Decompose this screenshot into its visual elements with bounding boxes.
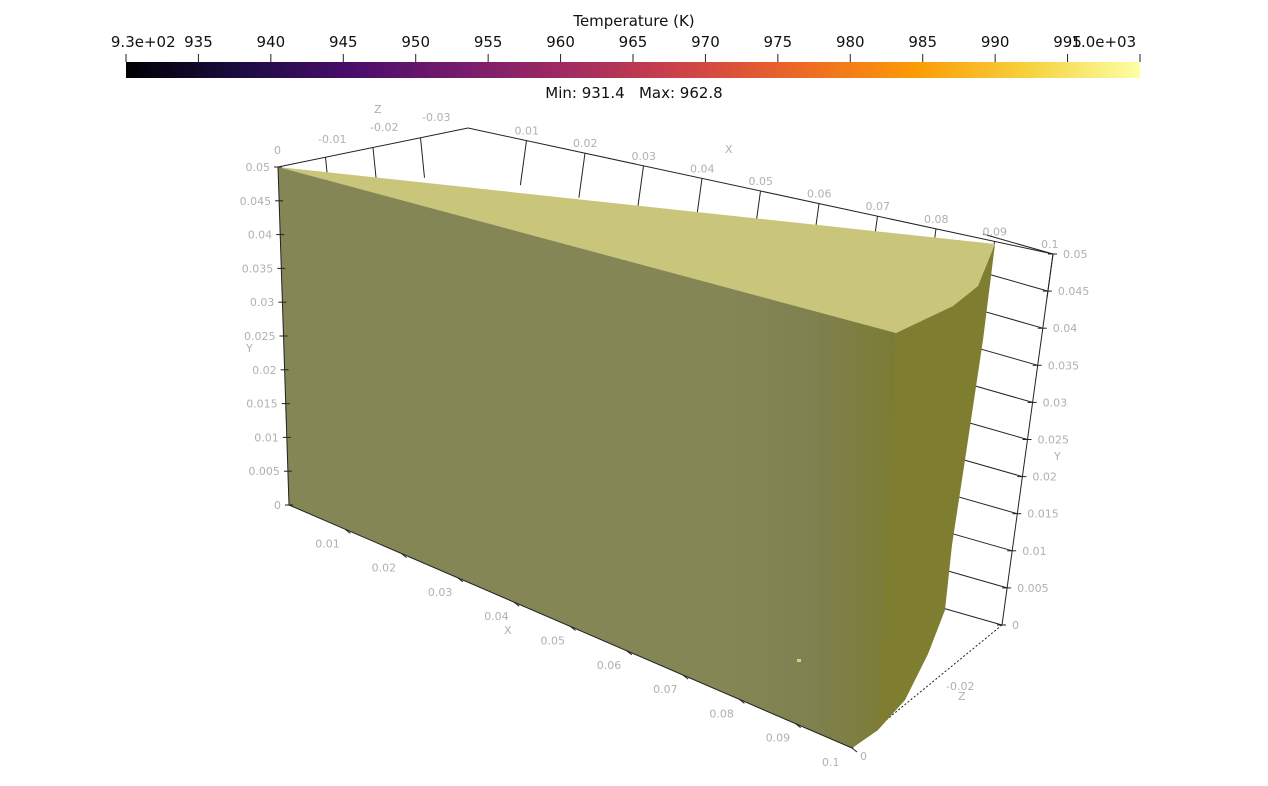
top-x-tick-label: 0.01	[515, 125, 540, 138]
left-y-tick-label: 0.02	[252, 364, 277, 377]
right-y-tick-label: 0.045	[1058, 285, 1090, 298]
colorbar-title: Temperature (K)	[573, 12, 695, 30]
top-x-tick-label: 0.09	[983, 225, 1008, 238]
grid-line	[519, 140, 527, 186]
mesh-top-face	[278, 167, 995, 333]
top-x-tick-label: 0.05	[749, 175, 774, 188]
colorbar-tick-label: 960	[546, 33, 575, 51]
left-y-axis-title: Y	[245, 342, 253, 355]
tick	[570, 626, 576, 631]
bottom-x-tick-label: 0.08	[709, 707, 734, 720]
bottom-z-tick-label: 0	[860, 750, 867, 763]
grid-line	[942, 530, 1013, 552]
bottom-x-axis-title: X	[504, 624, 512, 637]
axes-labels: 0 0.005 0.01 0.015 0.02 0.025 0.03 0.035 0.04 0.0…	[240, 103, 1090, 769]
colorbar-range-readout: Min: 931.4 Max: 962.8	[545, 84, 723, 102]
left-y-tick-label: 0.035	[242, 262, 274, 275]
tick	[344, 528, 351, 534]
top-x-tick-label: 0.03	[632, 150, 657, 163]
left-y-tick-label: 0.025	[244, 330, 276, 343]
bottom-x-tick-label: 0.01	[315, 537, 340, 550]
colorbar-tick-label: 985	[908, 33, 938, 51]
colorbar-max-label: 1.0e+03	[1071, 33, 1137, 51]
top-x-tick-label: 0.04	[690, 162, 715, 175]
left-y-tick-label: 0.015	[246, 398, 278, 411]
bottom-x-tick-label: 0.1	[822, 756, 840, 769]
grid-line	[578, 153, 586, 198]
top-x-tick-label: 0.08	[924, 213, 949, 226]
colorbar-tick-label: 965	[618, 33, 648, 51]
tick	[513, 601, 520, 607]
mesh-speck	[797, 659, 801, 662]
left-y-tick-label: 0.005	[248, 465, 280, 478]
bottom-z-axis-title: Z	[958, 690, 966, 703]
top-z-tick-label: -0.01	[318, 133, 346, 146]
mesh-right-face	[852, 244, 995, 748]
tick	[401, 553, 407, 558]
top-z-tick-label: -0.02	[370, 121, 398, 134]
tick	[795, 723, 802, 729]
colorbar-tick-label: 995	[1053, 33, 1082, 51]
bottom-x-tick-label: 0.07	[653, 683, 678, 696]
bottom-x-tick-label: 0.06	[597, 659, 622, 672]
colorbar-tick-label: 940	[256, 33, 286, 51]
tick	[626, 650, 633, 656]
right-y-tick-label: 0.04	[1053, 322, 1078, 335]
left-y-tick-label: 0.03	[250, 296, 275, 309]
tick	[851, 747, 858, 753]
right-y-tick-label: 0.025	[1038, 434, 1070, 447]
tick	[457, 577, 464, 583]
right-y-tick-label: 0	[1012, 619, 1019, 632]
right-y-tick-label: 0.01	[1022, 545, 1046, 558]
top-x-tick-label: 0.07	[866, 200, 891, 213]
colorbar-tick-label: 990	[980, 33, 1010, 51]
colorbar-bar	[126, 62, 1140, 78]
right-y-tick-label: 0.015	[1027, 508, 1059, 521]
colorbar-tick-label: 970	[691, 33, 720, 51]
left-y-tick-label: 0.045	[240, 195, 272, 208]
colorbar-tick-label: 945	[328, 33, 358, 51]
mesh-object[interactable]	[278, 167, 995, 748]
left-y-tick-label: 0	[274, 499, 281, 512]
bottom-z-tick-label: -0.02	[946, 680, 974, 693]
colorbar-tick-label: 980	[835, 33, 865, 51]
bottom-x-tick-label: 0.03	[428, 586, 453, 599]
top-x-axis-title: X	[725, 143, 733, 156]
right-y-tick-label: 0.005	[1017, 582, 1049, 595]
right-y-tick-label: 0.03	[1043, 396, 1068, 409]
tick	[739, 699, 745, 704]
colorbar-tick-label: 950	[401, 33, 431, 51]
grid-line	[420, 137, 425, 178]
axis-edge	[467, 127, 1054, 255]
right-y-tick-label: 0.035	[1048, 359, 1080, 372]
colorbar-min-label: 9.3e+02	[110, 33, 176, 51]
top-x-tick-label: 0.06	[807, 188, 832, 201]
tick	[682, 674, 689, 680]
left-y-tick-label: 0.05	[246, 161, 271, 174]
mesh-front-face	[278, 167, 896, 748]
right-y-tick-label: 0.05	[1063, 248, 1088, 261]
top-z-axis-title: Z	[374, 103, 382, 116]
top-x-tick-label: 0.02	[573, 137, 598, 150]
top-z-tick-label: 0	[274, 144, 281, 157]
colorbar-tick-label: 975	[763, 33, 793, 51]
colorbar-tick-marks	[125, 54, 1141, 62]
bottom-x-tick-label: 0.02	[372, 562, 397, 575]
grid-line	[636, 165, 644, 211]
right-y-tick-label: 0.02	[1032, 471, 1057, 484]
grid-line	[982, 233, 1054, 255]
left-y-tick-label: 0.01	[254, 431, 279, 444]
bottom-x-tick-label: 0.04	[484, 610, 509, 623]
top-z-tick-label: -0.03	[422, 111, 450, 124]
left-y-tick-label: 0.04	[248, 229, 273, 242]
colorbar-tick-label: 935	[184, 33, 213, 51]
axes-tick-marks	[274, 166, 1057, 753]
bottom-x-tick-label: 0.05	[541, 635, 566, 648]
colorbar-tick-label: 955	[473, 33, 503, 51]
top-x-tick-label: 0.1	[1041, 238, 1059, 251]
right-y-axis-title: Y	[1053, 450, 1061, 463]
bottom-x-tick-label: 0.09	[766, 732, 791, 745]
